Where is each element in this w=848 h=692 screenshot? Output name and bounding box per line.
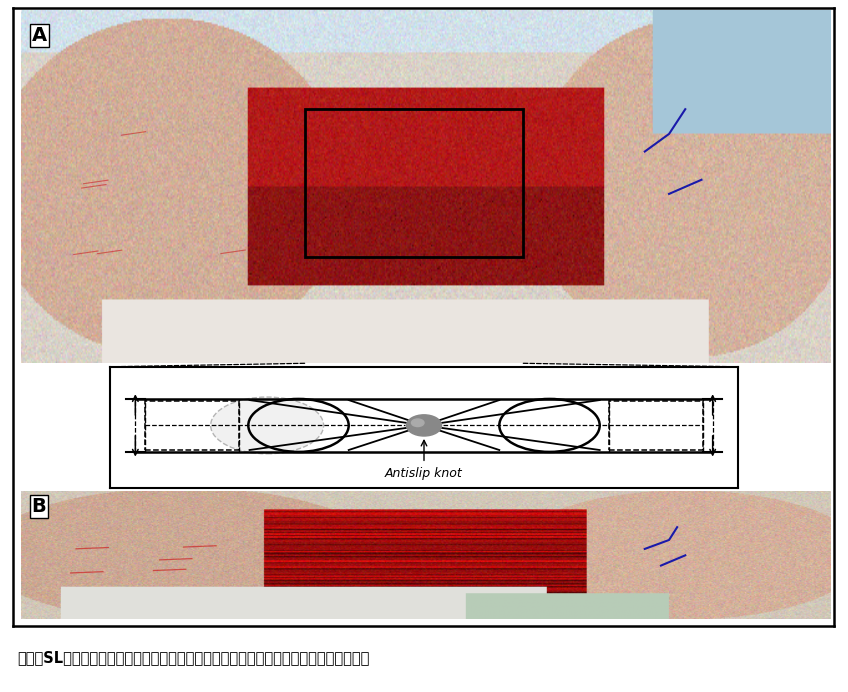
Text: Antislip knot: Antislip knot [385, 467, 463, 480]
Text: A: A [31, 26, 47, 45]
Circle shape [411, 419, 424, 426]
Ellipse shape [210, 397, 324, 454]
Circle shape [406, 415, 442, 436]
Bar [609, 401, 703, 450]
Bar [304, 109, 523, 257]
Bar [145, 401, 239, 450]
Text: 図２：SL法によるアキレス腱縫合．Ａ）縫合直後．Ｂ）線維を整え，辺縁縫合を施行．: 図２：SL法によるアキレス腱縫合．Ａ）縫合直後．Ｂ）線維を整え，辺縁縫合を施行． [17, 650, 369, 665]
Text: B: B [31, 497, 47, 516]
